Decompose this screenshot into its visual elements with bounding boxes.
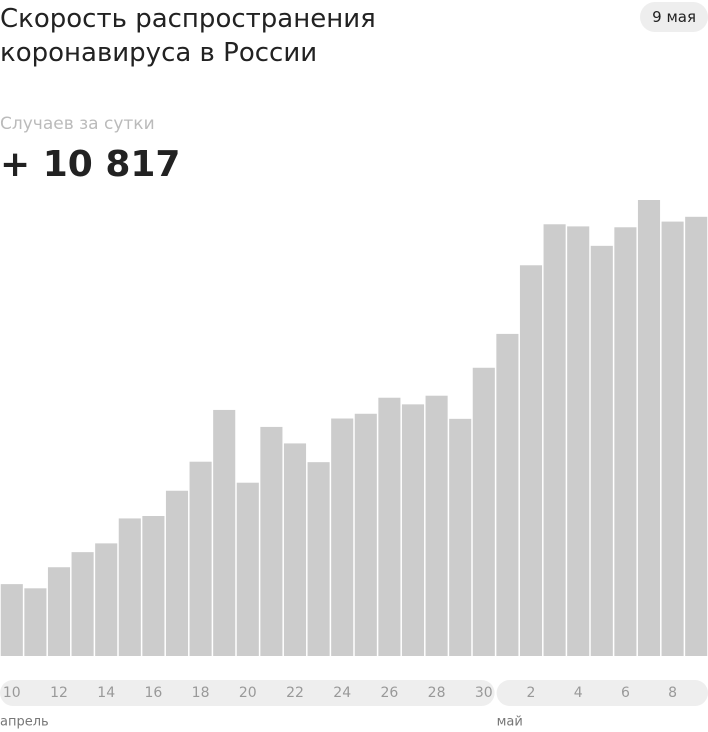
x-tick-label: 4: [574, 685, 583, 701]
bar: [661, 221, 684, 656]
x-tick-label: 24: [333, 685, 351, 701]
bar: [354, 413, 377, 656]
bar: [614, 227, 637, 656]
bar: [47, 567, 71, 656]
bar: [24, 588, 47, 656]
month-pill: [0, 680, 495, 706]
x-tick-label: 28: [428, 685, 446, 701]
bar: [307, 462, 330, 656]
month-pill: [496, 680, 708, 706]
bar: [449, 418, 472, 656]
subtitle: Случаев за сутки: [0, 114, 155, 134]
bar: [165, 490, 189, 656]
x-tick-label: 16: [144, 685, 162, 701]
month-label: май: [497, 715, 523, 730]
bar: [496, 333, 519, 656]
bar: [519, 265, 543, 656]
bar: [637, 200, 661, 656]
month-label: апрель: [0, 715, 49, 730]
x-tick-label: 30: [475, 685, 493, 701]
x-tick-label: 22: [286, 685, 304, 701]
bar: [236, 482, 259, 656]
x-tick-label: 2: [527, 685, 536, 701]
bar: [401, 404, 425, 656]
x-tick-label: 12: [50, 685, 68, 701]
bar: [71, 552, 94, 656]
bar: [425, 395, 448, 656]
bar: [567, 226, 590, 656]
bar: [685, 216, 708, 656]
bar: [0, 584, 23, 656]
bar: [260, 426, 283, 656]
x-tick-label: 10: [3, 685, 21, 701]
bar: [189, 461, 212, 656]
x-tick-label: 8: [668, 685, 677, 701]
date-badge[interactable]: 9 мая: [640, 2, 708, 32]
bar: [142, 516, 165, 656]
x-tick-label: 14: [97, 685, 115, 701]
bar: [283, 443, 307, 656]
bar: [95, 543, 118, 656]
headline-value: + 10 817: [0, 144, 181, 185]
bar: [472, 367, 495, 656]
bar: [543, 224, 566, 656]
bar: [378, 397, 401, 656]
bar: [213, 409, 236, 656]
bar: [118, 518, 141, 656]
chart-title: Скорость распространения коронавируса в …: [0, 4, 376, 68]
x-tick-label: 18: [192, 685, 210, 701]
x-tick-label: 6: [621, 685, 630, 701]
x-tick-label: 26: [380, 685, 398, 701]
bar: [331, 418, 354, 656]
x-tick-label: 20: [239, 685, 257, 701]
bar: [590, 245, 613, 657]
